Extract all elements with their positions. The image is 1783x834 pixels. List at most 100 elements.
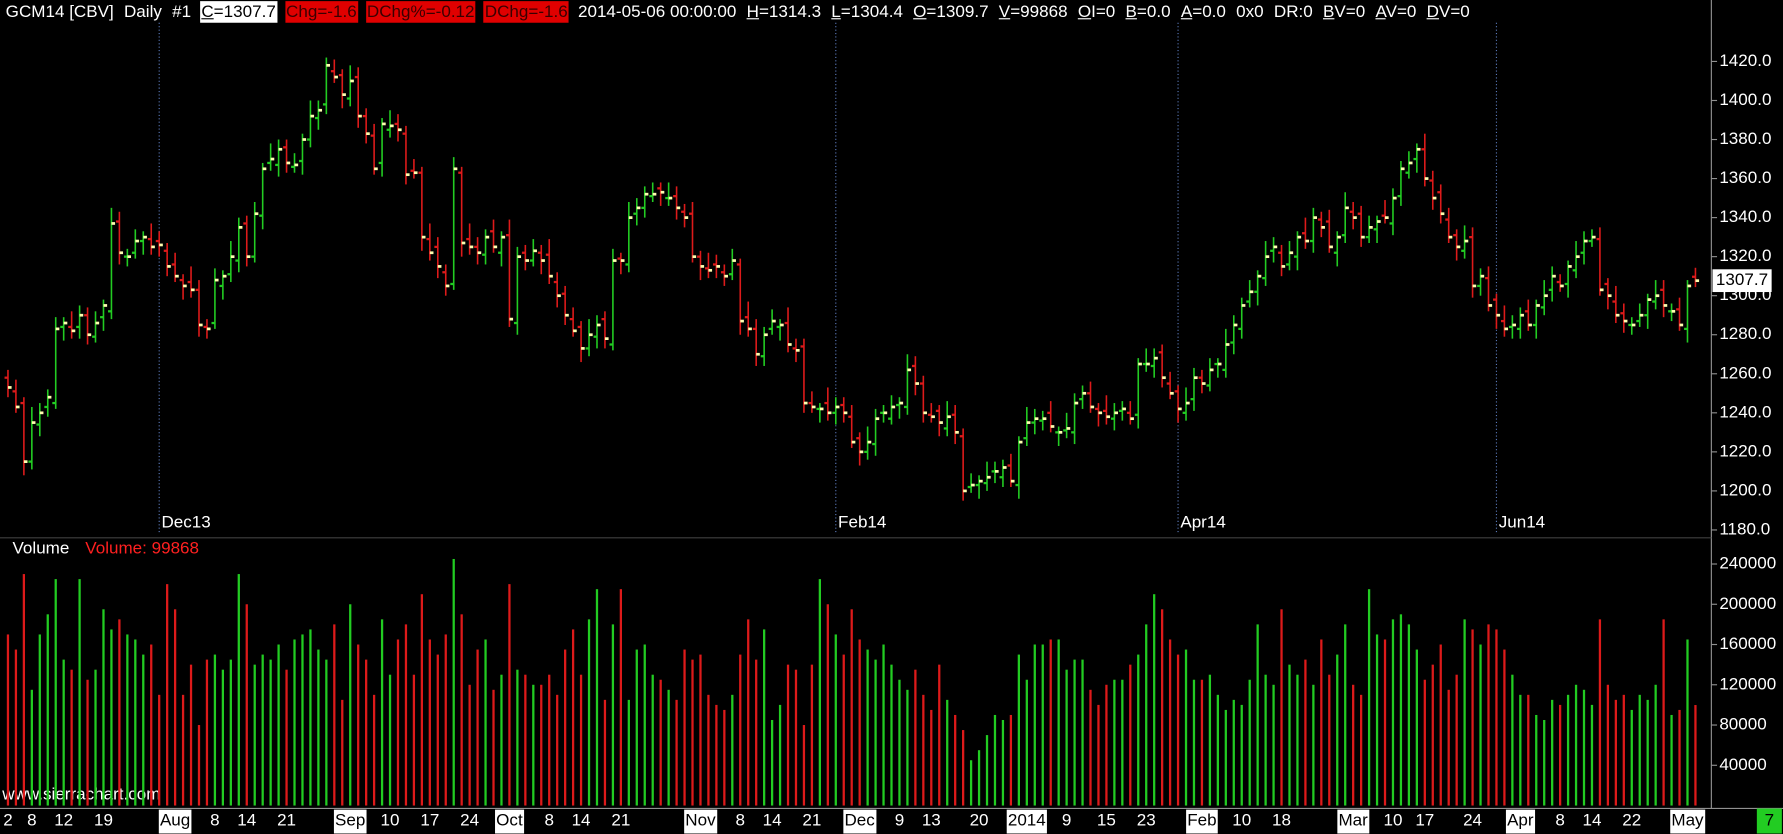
symbol: GCM14 [CBV] bbox=[5, 2, 114, 22]
volume-bar bbox=[683, 649, 686, 806]
volume-bar bbox=[1272, 684, 1275, 806]
volume-bar bbox=[134, 639, 137, 806]
volume-bar bbox=[1320, 639, 1323, 806]
volume-bar bbox=[78, 579, 81, 806]
volume-bar bbox=[1383, 639, 1387, 806]
x-tick-label: Aug bbox=[160, 811, 190, 830]
volume-bar bbox=[1495, 629, 1498, 806]
volume-bar bbox=[1328, 674, 1331, 806]
volume-bar bbox=[1033, 644, 1036, 806]
volume-bar bbox=[747, 619, 750, 806]
volume-bar bbox=[205, 659, 209, 806]
datetime-field: 2014-05-06 00:00:00 bbox=[577, 2, 737, 22]
volume-bar bbox=[1256, 624, 1259, 806]
volume-bar bbox=[1367, 589, 1371, 806]
x-tick-label-box bbox=[333, 809, 367, 834]
volume-bar bbox=[1288, 664, 1291, 806]
volume-bar bbox=[484, 639, 487, 806]
x-tick-label: 17 bbox=[1415, 811, 1434, 830]
volume-bar bbox=[826, 604, 829, 806]
volume-bar bbox=[1200, 679, 1204, 806]
volume-bar bbox=[428, 639, 431, 806]
volume-title: Volume bbox=[13, 539, 70, 558]
volume-bar bbox=[420, 594, 424, 806]
volume-bar bbox=[1566, 694, 1570, 806]
volume-bar bbox=[102, 609, 105, 806]
volume-bar bbox=[94, 669, 97, 806]
daily-change-pct-field: DChg%=-0.12 bbox=[365, 1, 476, 23]
volume-bar bbox=[1391, 619, 1395, 806]
bid-field: B=0.0 bbox=[1125, 2, 1171, 22]
volume-bar bbox=[1694, 705, 1697, 806]
volume-bar bbox=[977, 750, 981, 806]
volume-bar bbox=[802, 725, 806, 806]
volume-bar bbox=[500, 674, 503, 806]
x-tick-label: 14 bbox=[763, 811, 782, 830]
volume-bar bbox=[118, 619, 121, 806]
last-price-label: 1307.7 bbox=[1716, 270, 1768, 289]
period-marker-label: Feb14 bbox=[838, 513, 886, 532]
daily-change-field: DChg=-1.6 bbox=[483, 1, 569, 23]
volume-bar bbox=[1415, 649, 1418, 806]
volume-bar bbox=[357, 644, 360, 806]
volume-bar bbox=[1463, 619, 1466, 806]
volume-bar bbox=[1129, 664, 1132, 806]
volume-bar bbox=[317, 649, 320, 806]
bv-field: BV=0 bbox=[1323, 2, 1366, 22]
corner-box bbox=[1756, 808, 1782, 834]
volume-bar bbox=[173, 609, 177, 806]
volume-bar bbox=[1192, 679, 1196, 806]
volume-bar bbox=[388, 674, 392, 806]
volume-bar bbox=[301, 634, 304, 806]
corner-label: 7 bbox=[1765, 811, 1774, 830]
x-tick-label: Mar bbox=[1338, 811, 1368, 830]
x-tick-label: 14 bbox=[237, 811, 256, 830]
volume-bar bbox=[70, 669, 73, 806]
volume-bar bbox=[818, 579, 822, 806]
x-tick-label: 8 bbox=[27, 811, 36, 830]
volume-bar bbox=[532, 684, 535, 806]
volume-bar bbox=[898, 679, 901, 806]
change-field: Chg=-1.6 bbox=[284, 1, 358, 23]
volume-bar bbox=[309, 629, 312, 806]
volume-bar bbox=[189, 664, 193, 806]
volume-bar bbox=[715, 704, 718, 806]
volume-bar bbox=[476, 649, 479, 806]
volume-bar bbox=[1487, 624, 1490, 806]
volume-bar bbox=[882, 644, 885, 806]
volume-bar bbox=[1232, 699, 1235, 806]
volume-bar bbox=[237, 574, 240, 806]
y-tick-label: 1420.0 bbox=[1719, 51, 1771, 70]
y-tick-label: 80000 bbox=[1719, 715, 1766, 734]
volume-bar bbox=[1336, 654, 1339, 806]
y-tick-label: 1240.0 bbox=[1719, 402, 1771, 421]
volume-bar bbox=[930, 709, 933, 806]
volume-bar bbox=[444, 634, 447, 806]
volume-bar bbox=[564, 649, 567, 806]
volume-bar bbox=[619, 589, 623, 806]
volume-bar bbox=[993, 714, 997, 806]
x-tick-label: Feb bbox=[1187, 811, 1216, 830]
volume-bar bbox=[571, 629, 575, 806]
volume-bar bbox=[946, 699, 949, 806]
x-tick-label-box bbox=[495, 809, 525, 834]
volume-bar bbox=[755, 659, 758, 806]
x-tick-label: 8 bbox=[736, 811, 745, 830]
volume-bar bbox=[1455, 674, 1458, 806]
volume-bar bbox=[293, 639, 296, 806]
period-marker-label: Dec13 bbox=[161, 513, 210, 532]
volume-bar bbox=[166, 584, 169, 806]
volume-bar bbox=[1176, 654, 1180, 806]
volume-bar bbox=[611, 624, 615, 806]
x-tick-label: 18 bbox=[1272, 811, 1291, 830]
volume-bar bbox=[1527, 694, 1530, 806]
volume-bar bbox=[1359, 694, 1363, 806]
volume-bar bbox=[699, 654, 702, 806]
volume-bar bbox=[181, 694, 185, 806]
period-marker-label: Apr14 bbox=[1180, 513, 1226, 532]
y-tick-label: 240000 bbox=[1719, 554, 1776, 573]
volume-bar bbox=[985, 735, 989, 806]
volume-bar bbox=[412, 674, 416, 806]
volume-bar bbox=[603, 699, 607, 806]
volume-bar bbox=[197, 725, 201, 806]
